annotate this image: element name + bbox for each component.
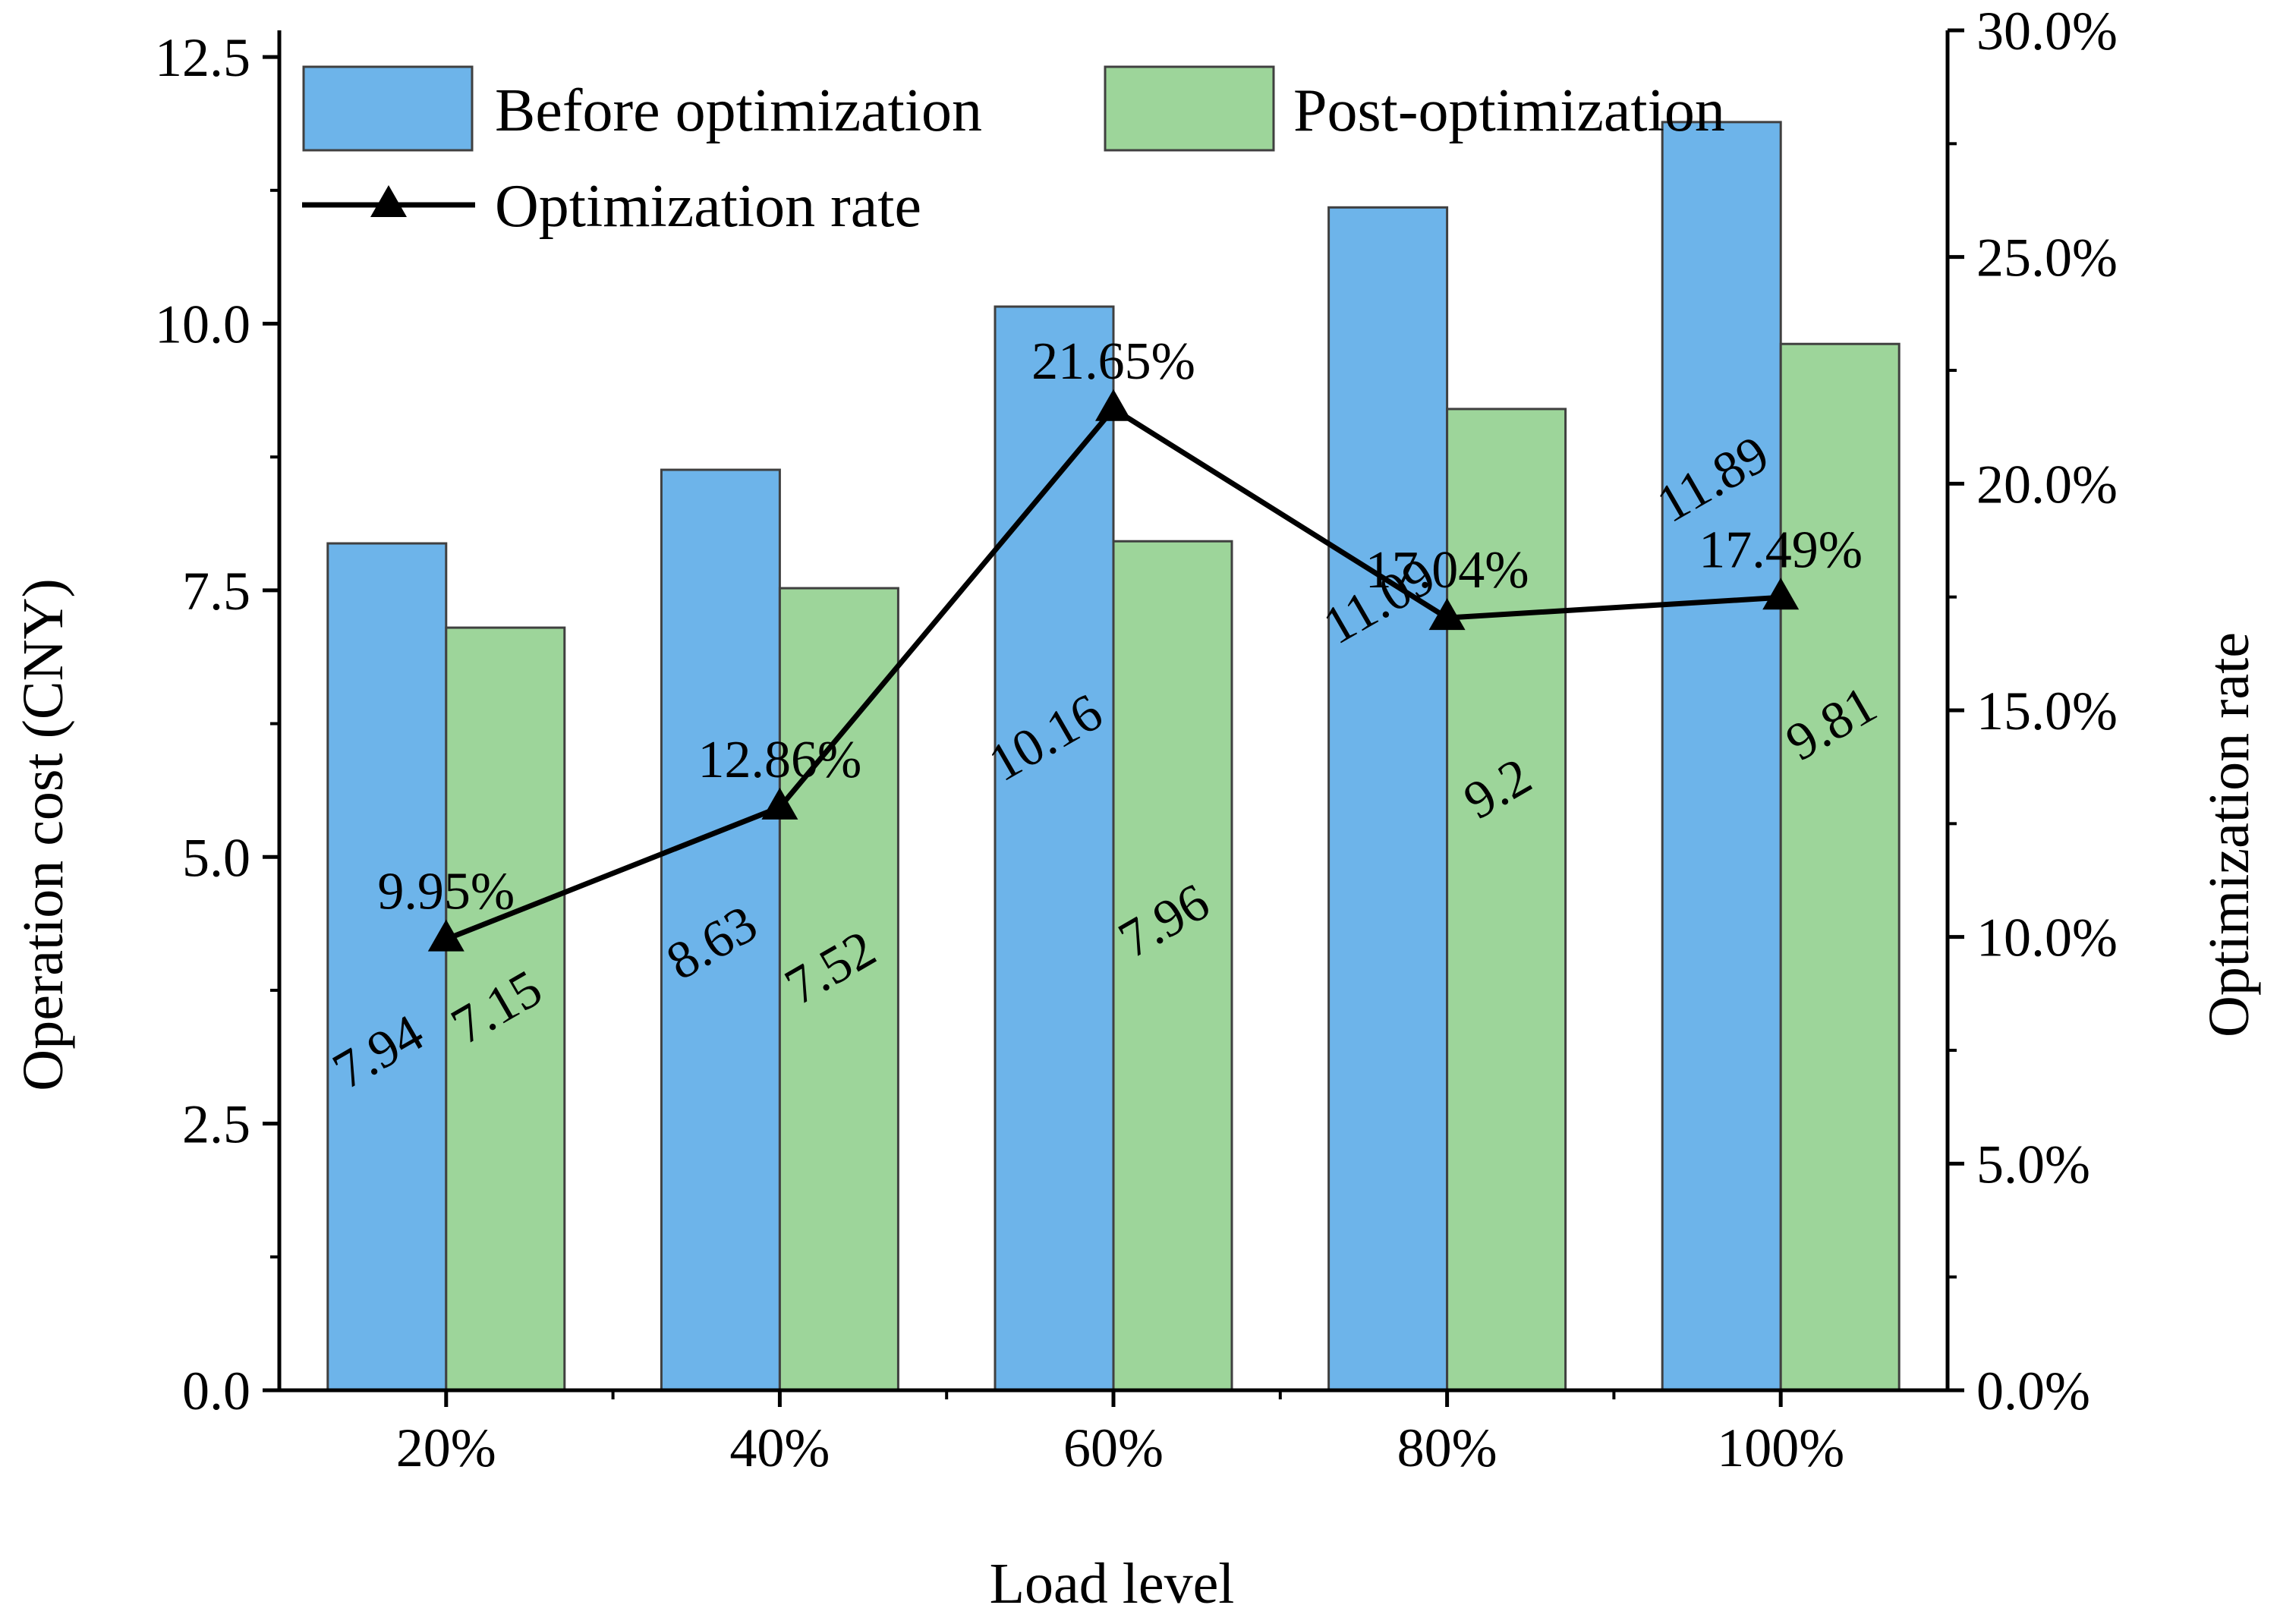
legend-label-rate: Optimization rate [495, 173, 921, 240]
y-tick-label-1: 2.5 [182, 1094, 250, 1155]
x-tick-label-1: 40% [729, 1418, 830, 1478]
y2-tick-label-3: 15.0% [1976, 681, 2118, 741]
y-tick-label-5: 12.5 [155, 27, 250, 88]
rate-marker-2 [761, 787, 798, 820]
bar-post-1 [445, 626, 566, 1392]
rate-label-2: 12.86% [698, 731, 861, 789]
rate-marker-4 [1428, 598, 1466, 631]
bar-post-4 [1446, 408, 1567, 1392]
y2-tick-label-4: 20.0% [1976, 454, 2118, 515]
y2-tick-label-1: 5.0% [1976, 1134, 2090, 1194]
x-tick-label-3: 80% [1397, 1418, 1497, 1478]
x-tick-label-2: 60% [1063, 1418, 1164, 1478]
rate-marker-5 [1762, 578, 1800, 610]
rate-label-4: 17.04% [1365, 541, 1529, 600]
bar-post-3 [1112, 540, 1233, 1392]
ticks-layer: 0.0 2.5 5.0 7.5 10.0 12.5 0.0% 5.0% 10.0% 15.0% 20… [155, 1, 2118, 1478]
bar-before-5 [1661, 121, 1782, 1392]
y-axis-title: Operation cost (CNY) [11, 578, 75, 1091]
rate-label-3: 21.65% [1031, 332, 1195, 391]
x-tick-label-4: 100% [1717, 1418, 1844, 1478]
bars-layer [326, 121, 1901, 1392]
y-tick-label-4: 10.0 [155, 294, 250, 355]
bar-before-2 [660, 468, 781, 1392]
legend-marker-rate [370, 185, 407, 217]
legend: Before optimization Post-optimization Op… [302, 65, 1725, 240]
legend-swatch-post [1104, 65, 1275, 152]
y-tick-label-2: 5.0 [182, 827, 250, 888]
legend-label-post: Post-optimization [1293, 77, 1725, 144]
legend-label-before: Before optimization [495, 77, 982, 144]
rate-label-1: 9.95% [377, 863, 515, 921]
rate-marker-3 [1095, 389, 1132, 421]
x-tick-label-0: 20% [396, 1418, 496, 1478]
bar-post-2 [778, 587, 899, 1392]
rate-label-5: 17.49% [1699, 521, 1863, 579]
y-tick-label-0: 0.0 [182, 1361, 250, 1421]
rate-marker-1 [427, 919, 465, 952]
bar-post-5 [1779, 342, 1901, 1392]
y2-tick-label-2: 10.0% [1976, 908, 2118, 968]
y2-tick-label-5: 25.0% [1976, 228, 2118, 288]
y2-axis-title: Optimization rate [2197, 632, 2261, 1037]
x-axis-title: Load level [990, 1552, 1235, 1616]
bar-before-1 [326, 542, 448, 1392]
y-tick-label-3: 7.5 [182, 561, 250, 622]
bar-before-4 [1327, 206, 1449, 1392]
y2-tick-label-6: 30.0% [1976, 1, 2118, 61]
rate-line-layer: 9.95% 12.86% 21.65% 17.04% 17.49% [377, 332, 1863, 952]
bar-before-3 [994, 305, 1115, 1392]
y2-tick-label-0: 0.0% [1976, 1361, 2090, 1421]
legend-swatch-before [302, 65, 474, 152]
